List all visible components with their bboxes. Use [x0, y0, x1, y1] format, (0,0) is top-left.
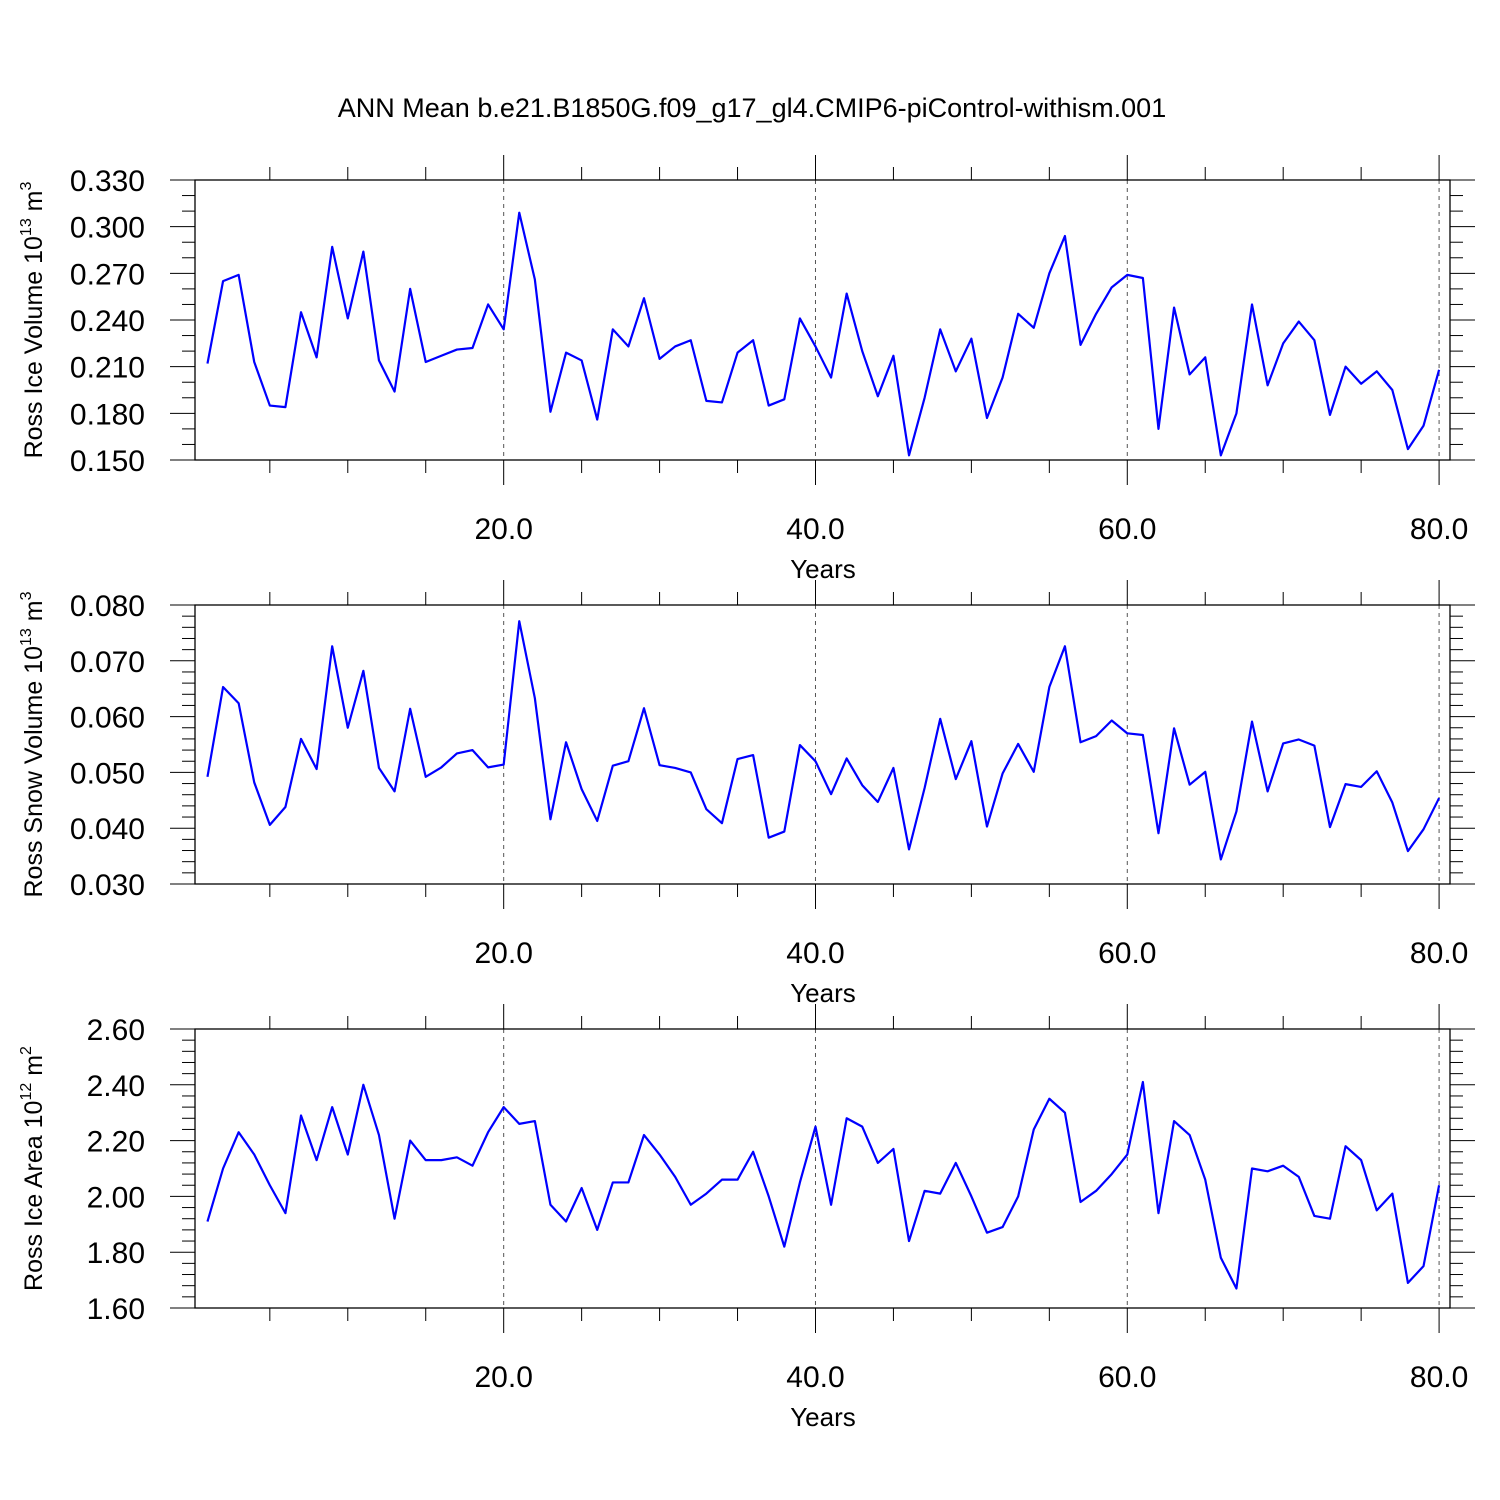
x-axis-label: Years [790, 554, 856, 584]
y-axis-label-text: Ross Snow Volume 10 [20, 646, 48, 898]
y-axis-label-exponent: 12 [18, 1083, 35, 1101]
y-tick-label: 0.240 [70, 305, 145, 338]
y-tick-label: 0.180 [70, 398, 145, 431]
y-tick-label: 0.030 [70, 869, 145, 902]
y-tick-label: 1.60 [87, 1293, 145, 1326]
chart-title: ANN Mean b.e21.B1850G.f09_g17_gl4.CMIP6-… [338, 93, 1166, 123]
y-axis-label: Ross Ice Volume 1013 m3 [18, 181, 48, 458]
x-tick-label: 80.0 [1410, 937, 1468, 970]
y-axis-label-text: Ross Ice Area 10 [20, 1101, 48, 1291]
plot-frame [194, 179, 1451, 461]
y-tick-label: 0.050 [70, 757, 145, 790]
y-axis-label-text: m [20, 600, 48, 628]
x-tick-label: 60.0 [1098, 513, 1156, 546]
x-tick-label: 80.0 [1410, 1361, 1468, 1394]
panel-1: 20.0 40.0 60.0 80.0 0.150 0.180 0.210 0.240 0.27… [18, 155, 1475, 584]
x-tick-label: 20.0 [474, 937, 532, 970]
plot-frame [194, 1028, 1451, 1309]
y-axis-label: Ross Ice Area 1012 m2 [18, 1046, 48, 1291]
plot-frame [194, 604, 1451, 885]
y-axis-label-exponent: 2 [18, 1046, 35, 1055]
y-tick-label: 2.20 [87, 1126, 145, 1159]
x-tick-label: 20.0 [474, 513, 532, 546]
chart-panels: 20.0 40.0 60.0 80.0 0.150 0.180 0.210 0.240 0.27… [18, 155, 1475, 1432]
y-tick-label: 0.300 [70, 212, 145, 245]
data-series-line [206, 1080, 1441, 1290]
y-tick-label: 1.80 [87, 1237, 145, 1270]
panel-3: 20.0 40.0 60.0 80.0 1.60 1.80 2.00 2.20 2.40 2.60… [18, 1004, 1475, 1432]
y-tick-label: 2.00 [87, 1181, 145, 1214]
panel-2: 20.0 40.0 60.0 80.0 0.030 0.040 0.050 0.060 0.07… [18, 580, 1475, 1008]
x-tick-label: 40.0 [786, 937, 844, 970]
y-axis-label: Ross Snow Volume 1013 m3 [18, 591, 48, 897]
y-tick-label: 0.270 [70, 258, 145, 291]
y-tick-label: 0.330 [70, 165, 145, 198]
y-tick-label: 0.040 [70, 813, 145, 846]
x-tick-label: 60.0 [1098, 937, 1156, 970]
y-axis-label-exponent: 13 [18, 218, 35, 236]
x-tick-label: 20.0 [474, 1361, 532, 1394]
x-tick-label: 40.0 [786, 1361, 844, 1394]
y-tick-label: 0.060 [70, 702, 145, 735]
y-tick-label: 2.60 [87, 1014, 145, 1047]
y-axis-label-text: Ross Ice Volume 10 [20, 236, 48, 458]
y-axis-label-exponent: 3 [18, 181, 35, 190]
x-tick-label: 40.0 [786, 513, 844, 546]
y-tick-label: 0.150 [70, 445, 145, 478]
x-tick-label: 60.0 [1098, 1361, 1156, 1394]
data-series-line [206, 211, 1441, 457]
y-axis-label-text: m [20, 190, 48, 218]
y-axis-label-exponent: 13 [18, 628, 35, 646]
y-tick-label: 0.210 [70, 352, 145, 385]
x-axis-label: Years [790, 1402, 856, 1432]
y-axis-label-text: m [20, 1055, 48, 1083]
x-tick-label: 80.0 [1410, 513, 1468, 546]
y-tick-label: 0.080 [70, 590, 145, 623]
y-tick-label: 0.070 [70, 646, 145, 679]
y-tick-label: 2.40 [87, 1070, 145, 1103]
y-axis-label-exponent: 3 [18, 591, 35, 600]
data-series-line [206, 620, 1441, 861]
x-axis-label: Years [790, 978, 856, 1008]
